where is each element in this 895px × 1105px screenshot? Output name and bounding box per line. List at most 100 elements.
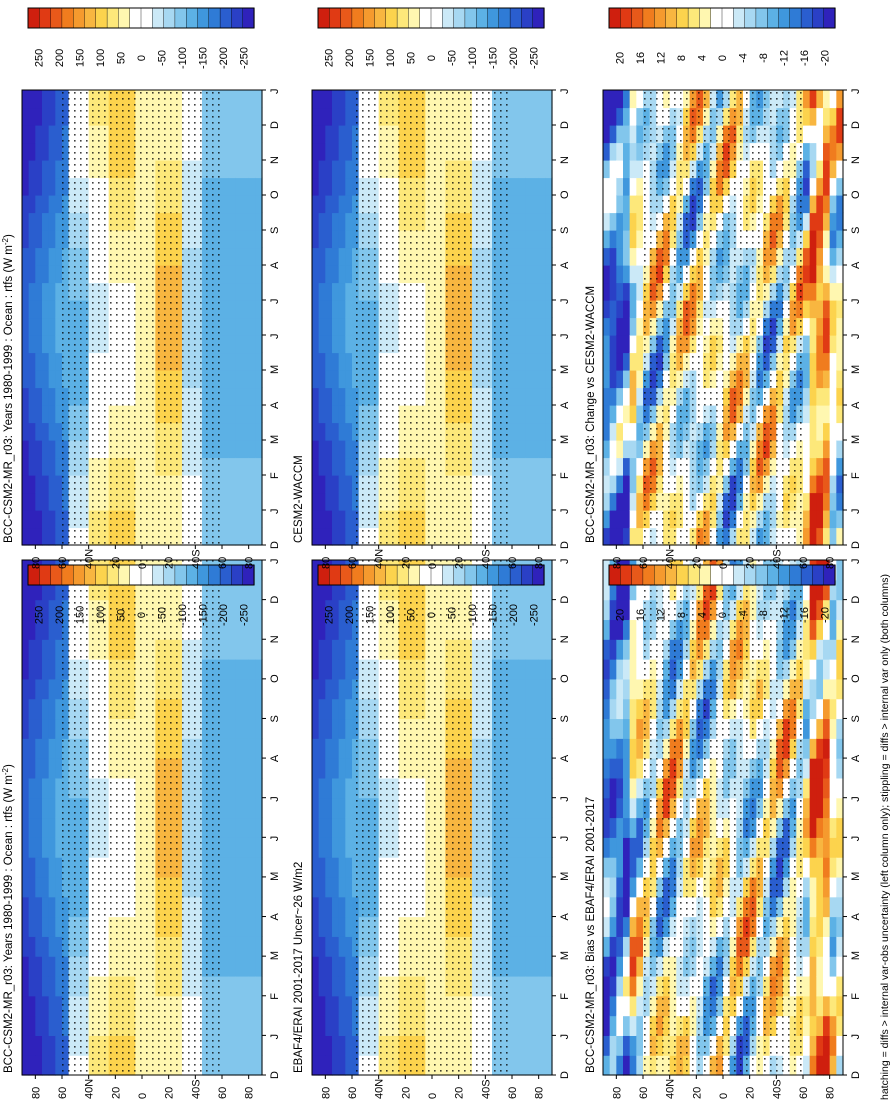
heatmap-cell (518, 160, 526, 179)
heatmap-cell (55, 527, 63, 546)
heatmap-cell (42, 1015, 50, 1036)
heatmap-cell (222, 510, 230, 529)
heatmap-cell (538, 619, 546, 640)
heatmap-cell (532, 1015, 540, 1036)
month-tick-label: M (269, 872, 281, 881)
month-tick-label: F (559, 993, 571, 1000)
heatmap-cell (829, 599, 837, 621)
heatmap-cell (338, 300, 346, 319)
heatmap-cell (222, 107, 230, 126)
heatmap-cell (242, 758, 250, 779)
heatmap-cell (242, 777, 250, 799)
heatmap-cell (325, 777, 333, 799)
heatmap-cell (616, 936, 624, 957)
heatmap-cell (248, 527, 256, 546)
colorbar-swatch (197, 7, 210, 29)
month-tick-label: J (559, 1034, 571, 1040)
panel-1: 80 60 40N 20 0 20 40S 60 80DJFMAMJJASONDJBCC-CSM… (1, 559, 281, 1100)
heatmap-cell (242, 230, 250, 249)
heatmap-cell (222, 195, 230, 214)
heatmap-cell (35, 639, 43, 660)
heatmap-cell (803, 659, 811, 680)
heatmap-cell (235, 352, 243, 371)
lat-tick-label: 40S (771, 1079, 783, 1099)
heatmap-cell (325, 247, 333, 266)
heatmap-cell (636, 718, 644, 739)
heatmap-cell (312, 212, 320, 231)
heatmap-cell (48, 857, 56, 878)
heatmap-cell (28, 90, 36, 109)
heatmap-cell (242, 107, 250, 126)
heatmap-cell (809, 1055, 817, 1076)
heatmap-cell (338, 659, 346, 680)
heatmap-cell (332, 678, 340, 700)
heatmap-cell (222, 300, 230, 319)
heatmap-cell (345, 659, 353, 680)
heatmap-cell (255, 1055, 263, 1076)
heatmap-cell (616, 639, 624, 660)
heatmap-cell (332, 335, 340, 354)
month-tick-label: S (269, 715, 281, 722)
heatmap-cell (255, 300, 263, 319)
heatmap-cell (228, 975, 236, 997)
heatmap-cell (623, 995, 631, 1017)
heatmap-cell (35, 282, 43, 301)
colorbar-tick-label: 200 (54, 49, 66, 67)
lat-tick-label: 80 (244, 557, 256, 569)
heatmap-cell (809, 817, 817, 838)
lat-tick-label: 40N (84, 1079, 96, 1099)
heatmap-cell (512, 718, 520, 739)
heatmap-cell (242, 936, 250, 957)
heatmap-cell (609, 896, 617, 918)
heatmap-cell (829, 698, 837, 720)
heatmap-cell (222, 916, 230, 937)
heatmap-cell (28, 995, 36, 1017)
heatmap-cell (823, 579, 831, 601)
heatmap-cell (332, 738, 340, 759)
heatmap-cell (332, 247, 340, 266)
heatmap-cell (222, 335, 230, 354)
heatmap-cell (532, 639, 540, 660)
heatmap-cell (538, 335, 546, 354)
heatmap-cell (28, 936, 36, 957)
heatmap-cell (518, 639, 526, 660)
heatmap-cell (518, 837, 526, 858)
heatmap-cell (255, 440, 263, 459)
heatmap-cell (28, 758, 36, 779)
heatmap-cell (222, 678, 230, 700)
heatmap-cell (545, 387, 553, 406)
heatmap-cell (35, 440, 43, 459)
heatmap-cell (318, 405, 326, 424)
heatmap-cell (35, 956, 43, 977)
heatmap-cell (532, 457, 540, 476)
heatmap-cell (538, 440, 546, 459)
heatmap-cell (532, 837, 540, 858)
heatmap-cell (235, 738, 243, 759)
heatmap-cell (816, 777, 824, 799)
heatmap-cell (829, 579, 837, 601)
heatmap-cell (629, 738, 637, 759)
heatmap-cell (248, 678, 256, 700)
heatmap-cell (35, 142, 43, 161)
heatmap-cell (222, 160, 230, 179)
heatmap-cell (248, 956, 256, 977)
heatmap-cell (28, 599, 36, 621)
heatmap-cell (545, 422, 553, 441)
heatmap-cell (222, 212, 230, 231)
heatmap-cell (345, 510, 353, 529)
heatmap-cell (616, 758, 624, 779)
heatmap-cell (512, 457, 520, 476)
colorbar-swatch (442, 564, 455, 586)
colorbar-frame (608, 564, 836, 586)
heatmap-cell (255, 698, 263, 720)
heatmap-cell (823, 659, 831, 680)
heatmap-cell (28, 387, 36, 406)
month-tick-label: A (269, 261, 281, 269)
heatmap-cell (603, 1035, 611, 1056)
heatmap-cell (255, 678, 263, 700)
heatmap-cell (338, 492, 346, 511)
colorbar-swatch (95, 564, 108, 586)
lat-tick-label: 20 (691, 1087, 703, 1099)
heatmap-cell (312, 510, 320, 529)
heatmap-cell (609, 975, 617, 997)
